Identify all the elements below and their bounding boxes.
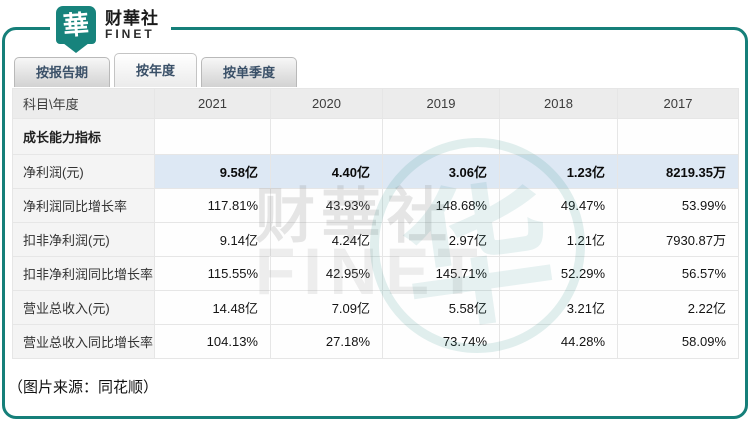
table-row: 营业总收入同比增长率 104.13% 27.18% 73.74% 44.28% 58.09…	[12, 324, 739, 359]
logo-subname: FINET	[105, 26, 155, 41]
year-header-2020: 2020	[270, 88, 383, 119]
cell-value	[617, 118, 739, 155]
image-source-caption: （图片来源：同花顺）	[8, 379, 159, 396]
cell-value: 9.14亿	[154, 222, 271, 257]
cell-value: 14.48亿	[154, 290, 271, 325]
year-header-2021: 2021	[154, 88, 271, 119]
cell-value: 104.13%	[154, 324, 271, 359]
year-header-2018: 2018	[499, 88, 618, 119]
row-label: 净利润(元)	[12, 154, 155, 189]
tab-by-quarter[interactable]: 按单季度	[201, 57, 298, 87]
cell-value: 44.28%	[499, 324, 618, 359]
badge-glyph: 華	[61, 9, 91, 41]
cell-value: 3.06亿	[382, 154, 500, 189]
cell-value: 56.57%	[617, 256, 739, 291]
cell-value: 9.58亿	[154, 154, 271, 189]
table-row: 营业总收入(元) 14.48亿 7.09亿 5.58亿 3.21亿 2.22亿	[12, 290, 739, 325]
year-header-2019: 2019	[382, 88, 500, 119]
table-row: 成长能力指标	[12, 118, 739, 155]
cell-value: 4.24亿	[270, 222, 383, 257]
cell-value: 3.21亿	[499, 290, 618, 325]
period-tabs: 按报告期 按年度 按单季度	[14, 53, 298, 87]
logo-name: 财華社	[105, 8, 159, 28]
cell-value: 8219.35万	[617, 154, 739, 189]
cell-value: 52.29%	[499, 256, 618, 291]
cell-value: 53.99%	[617, 188, 739, 223]
row-label: 净利润同比增长率	[12, 188, 155, 223]
cell-value: 42.95%	[270, 256, 383, 291]
cell-value: 2.97亿	[382, 222, 500, 257]
cell-value: 7.09亿	[270, 290, 383, 325]
cell-value: 117.81%	[154, 188, 271, 223]
cell-value: 58.09%	[617, 324, 739, 359]
cell-value: 5.58亿	[382, 290, 500, 325]
row-label: 营业总收入同比增长率	[12, 324, 155, 359]
cell-value: 27.18%	[270, 324, 383, 359]
cell-value: 1.23亿	[499, 154, 618, 189]
cell-value: 145.71%	[382, 256, 500, 291]
finet-badge-icon: 華	[56, 6, 96, 53]
table-row: 扣非净利润同比增长率 115.55% 42.95% 145.71% 52.29% 56.5…	[12, 256, 739, 291]
row-label: 扣非净利润(元)	[12, 222, 155, 257]
row-label: 营业总收入(元)	[12, 290, 155, 325]
financial-table: 科目\年度 2021 2020 2019 2018 2017 成长能力指标 净利润…	[12, 88, 739, 359]
row-label: 扣非净利润同比增长率	[12, 256, 155, 291]
cell-value: 1.21亿	[499, 222, 618, 257]
cell-value: 2.22亿	[617, 290, 739, 325]
cell-value: 115.55%	[154, 256, 271, 291]
cell-value: 4.40亿	[270, 154, 383, 189]
cell-value: 7930.87万	[617, 222, 739, 257]
cell-value	[499, 118, 618, 155]
corner-header: 科目\年度	[12, 88, 155, 119]
table-row: 净利润(元) 9.58亿 4.40亿 3.06亿 1.23亿 8219.35万	[12, 154, 739, 189]
cell-value: 49.47%	[499, 188, 618, 223]
cell-value: 43.93%	[270, 188, 383, 223]
content-frame-border	[2, 27, 748, 419]
row-label: 成长能力指标	[12, 118, 155, 155]
table-row: 净利润同比增长率 117.81% 43.93% 148.68% 49.47% 53.99%	[12, 188, 739, 223]
table-row: 扣非净利润(元) 9.14亿 4.24亿 2.97亿 1.21亿 7930.87万	[12, 222, 739, 257]
tab-by-report-period[interactable]: 按报告期	[14, 57, 111, 87]
year-header-2017: 2017	[617, 88, 739, 119]
tab-by-year[interactable]: 按年度	[114, 53, 198, 87]
cell-value	[154, 118, 271, 155]
logo-text: 财華社 FINET	[105, 8, 159, 41]
cell-value: 73.74%	[382, 324, 500, 359]
table-header-row: 科目\年度 2021 2020 2019 2018 2017	[12, 88, 739, 119]
cell-value	[382, 118, 500, 155]
finet-logo: 華 财華社 FINET	[50, 0, 171, 53]
cell-value: 148.68%	[382, 188, 500, 223]
cell-value	[270, 118, 383, 155]
badge-point	[63, 43, 89, 53]
